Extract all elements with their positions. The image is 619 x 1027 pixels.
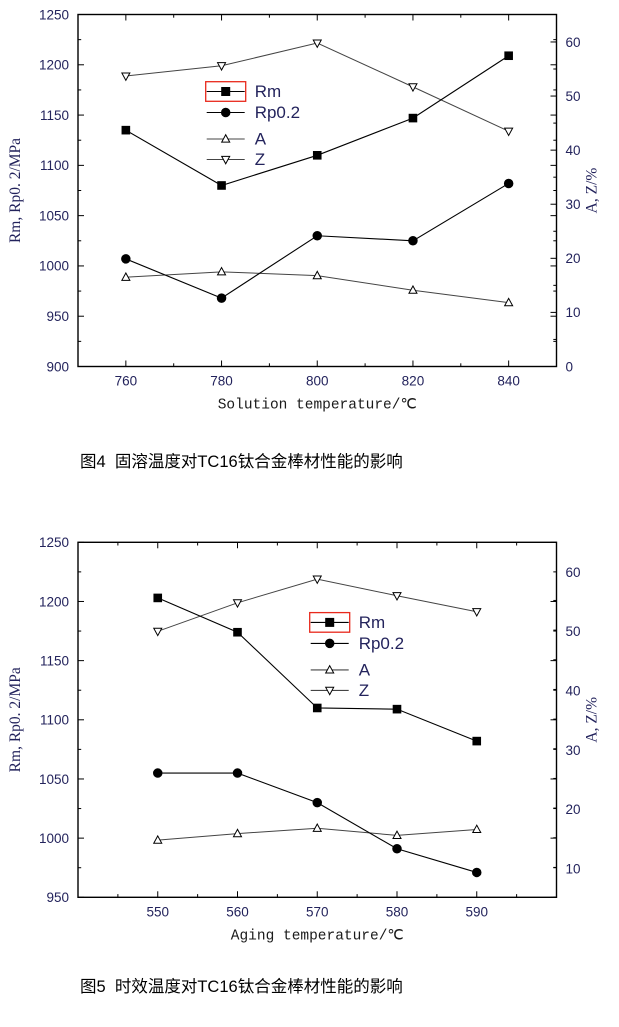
svg-text:1150: 1150 xyxy=(40,108,69,123)
svg-text:Aging temperature/℃: Aging temperature/℃ xyxy=(231,928,404,944)
svg-text:20: 20 xyxy=(566,802,581,817)
svg-text:1050: 1050 xyxy=(39,772,69,787)
svg-text:A: A xyxy=(255,130,267,149)
svg-text:1050: 1050 xyxy=(39,208,69,223)
svg-text:560: 560 xyxy=(226,904,249,919)
svg-text:1100: 1100 xyxy=(40,713,69,728)
svg-text:Rm: Rm xyxy=(359,613,385,632)
svg-text:800: 800 xyxy=(306,374,329,389)
svg-text:10: 10 xyxy=(566,305,581,320)
svg-text:30: 30 xyxy=(566,197,581,212)
svg-text:Solution temperature/℃: Solution temperature/℃ xyxy=(218,398,417,414)
svg-text:Rp0.2: Rp0.2 xyxy=(359,634,404,653)
svg-text:780: 780 xyxy=(210,374,233,389)
svg-text:图5 时效温度对TC16钛合金棒材性能的影响: 图5 时效温度对TC16钛合金棒材性能的影响 xyxy=(80,977,403,996)
svg-text:0: 0 xyxy=(566,359,574,374)
svg-text:40: 40 xyxy=(566,143,581,158)
svg-text:10: 10 xyxy=(566,861,581,876)
svg-text:A, Z/%: A, Z/% xyxy=(584,697,601,743)
svg-text:820: 820 xyxy=(402,374,425,389)
svg-text:900: 900 xyxy=(46,359,69,374)
svg-text:1000: 1000 xyxy=(39,259,69,274)
svg-text:A: A xyxy=(359,660,371,679)
svg-text:1250: 1250 xyxy=(39,535,69,550)
svg-text:Z: Z xyxy=(255,150,265,169)
svg-text:1100: 1100 xyxy=(40,158,69,173)
svg-text:590: 590 xyxy=(465,904,488,919)
svg-text:550: 550 xyxy=(146,904,169,919)
svg-text:760: 760 xyxy=(115,374,138,389)
svg-text:A, Z/%: A, Z/% xyxy=(584,168,601,214)
svg-text:Rm, Rp0. 2/MPa: Rm, Rp0. 2/MPa xyxy=(7,138,24,243)
svg-text:60: 60 xyxy=(566,565,581,580)
svg-text:Z: Z xyxy=(359,681,369,700)
svg-text:Rm, Rp0. 2/MPa: Rm, Rp0. 2/MPa xyxy=(7,667,24,772)
svg-text:30: 30 xyxy=(566,743,581,758)
svg-text:50: 50 xyxy=(566,89,581,104)
svg-text:20: 20 xyxy=(566,251,581,266)
svg-text:1000: 1000 xyxy=(39,831,69,846)
svg-text:50: 50 xyxy=(566,624,581,639)
svg-text:1200: 1200 xyxy=(39,58,69,73)
svg-text:1200: 1200 xyxy=(39,594,69,609)
svg-text:Rp0.2: Rp0.2 xyxy=(255,103,300,122)
svg-text:60: 60 xyxy=(566,35,581,50)
svg-text:570: 570 xyxy=(306,904,329,919)
svg-text:1150: 1150 xyxy=(40,653,69,668)
svg-text:1250: 1250 xyxy=(39,7,69,22)
svg-text:950: 950 xyxy=(46,890,69,905)
svg-text:950: 950 xyxy=(46,309,69,324)
svg-text:Rm: Rm xyxy=(255,82,281,101)
svg-text:580: 580 xyxy=(386,904,409,919)
svg-text:40: 40 xyxy=(566,683,581,698)
svg-text:图4 固溶温度对TC16钛合金棒材性能的影响: 图4 固溶温度对TC16钛合金棒材性能的影响 xyxy=(80,452,403,471)
svg-text:840: 840 xyxy=(497,374,520,389)
